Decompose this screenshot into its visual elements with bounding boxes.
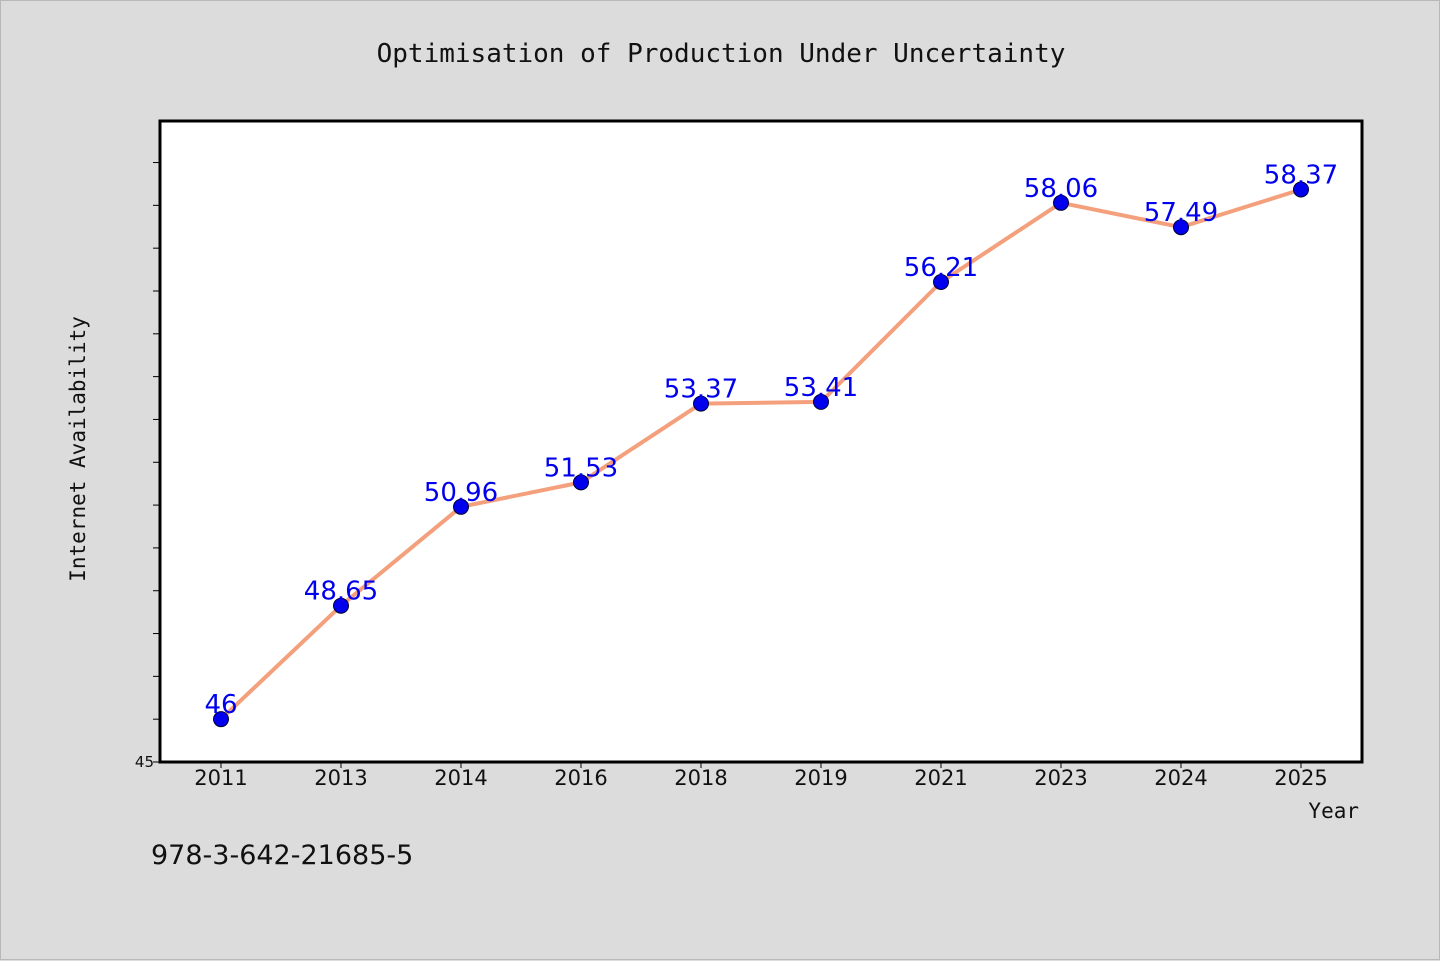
data-label: 57.49 [1144,198,1218,228]
x-tick-label: 2014 [434,766,487,790]
data-point-marker [813,393,829,410]
y-axis-ticks: 45 [135,162,160,771]
series-line [219,187,1302,721]
x-tick-label: 2011 [194,766,247,790]
data-point-marker [453,498,469,515]
data-label: 58.06 [1024,174,1098,204]
x-axis-label: Year [1308,799,1359,823]
x-tick-label: 2025 [1274,766,1327,790]
y-axis-label: Internet Availability [66,316,90,582]
data-label: 53.41 [784,373,858,403]
data-point-marker [213,711,229,728]
data-point-marker [1293,181,1309,198]
footer-code: 978-3-642-21685-5 [151,840,413,871]
data-label: 51.53 [544,453,618,483]
x-tick-label: 2013 [314,766,367,790]
data-label: 56.21 [904,253,978,283]
data-label: 46 [204,690,237,720]
data-label: 53.37 [664,375,738,405]
x-axis-ticks: 2011 2013 2014 2016 2018 2019 2021 2023 2024 2025 [194,762,1328,790]
x-tick-label: 2024 [1154,766,1207,790]
x-tick-label: 2023 [1034,766,1087,790]
data-point-marker [333,597,349,614]
chart-title: Optimisation of Production Under Uncerta… [377,39,1066,69]
x-tick-label: 2016 [554,766,607,790]
plot-area [158,119,1364,764]
x-tick-label: 2019 [794,766,847,790]
data-label: 58.37 [1264,161,1338,191]
series-layer: 46 48.65 50.96 51.53 53.37 53.41 56.21 58.06 57.… [204,161,1338,728]
x-tick-label: 2018 [674,766,727,790]
data-point-marker [1053,194,1069,211]
data-label: 48.65 [304,577,378,607]
data-point-marker [1173,219,1189,236]
data-label: 50.96 [424,478,498,508]
data-point-marker [693,395,709,412]
data-point-marker [573,474,589,491]
data-point-marker [933,273,949,290]
y-tick-label: 45 [135,753,154,771]
x-tick-label: 2021 [914,766,967,790]
